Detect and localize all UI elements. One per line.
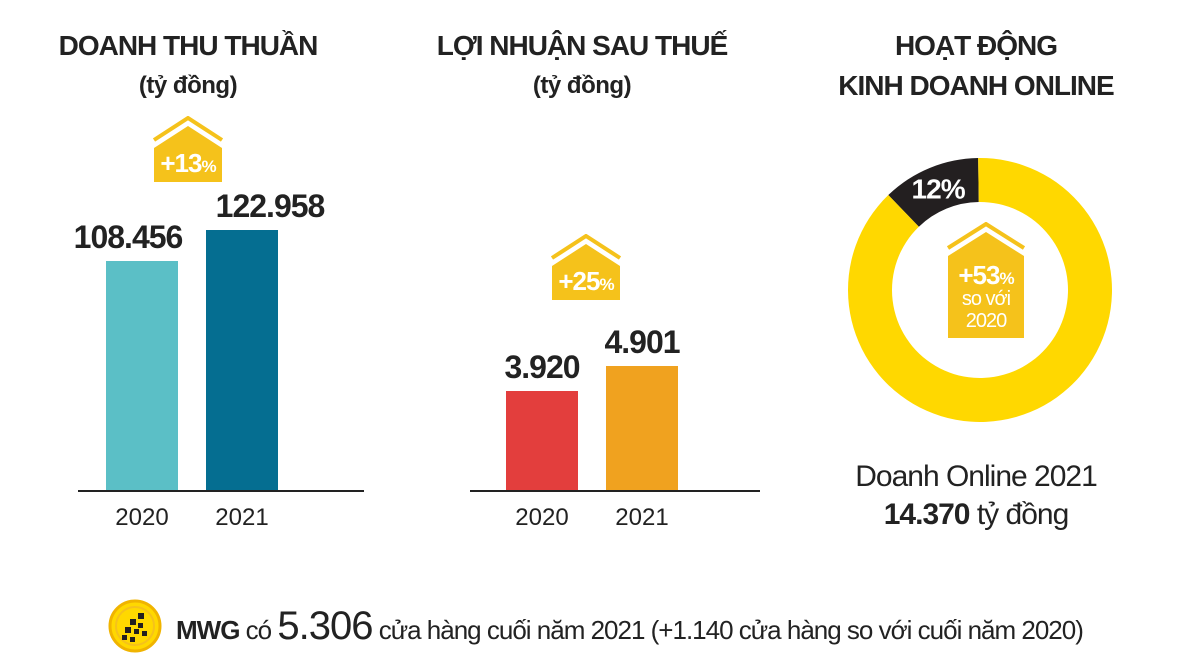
profit-bar-2021 — [606, 366, 678, 490]
online-title-line2: KINH DOANH ONLINE — [838, 70, 1114, 101]
profit-tick-2020: 2020 — [515, 504, 569, 531]
profit-growth-text: +25% — [558, 266, 614, 296]
revenue-growth-text: +13% — [160, 148, 216, 178]
online-growth-badge: +53% so với 2020 — [944, 221, 1028, 340]
donut-share-label: 12% — [912, 173, 966, 204]
donut-slice-share — [888, 158, 979, 227]
profit-axis-line — [470, 490, 760, 492]
footer-text-after: cửa hàng cuối năm 2021 (+1.140 cửa hàng … — [378, 614, 1084, 645]
revenue-growth-badge: +13% — [150, 115, 226, 184]
online-growth-note2: 2020 — [965, 310, 1008, 332]
profit-bar-2020 — [506, 390, 578, 490]
donut-slice-rest — [848, 158, 1112, 422]
online-growth-text: +53% — [958, 260, 1014, 290]
online-title-line1: HOẠT ĐỘNG — [894, 30, 1058, 61]
revenue-tick-2021: 2021 — [215, 504, 269, 531]
profit-growth-badge: +25% — [548, 233, 624, 302]
online-donut-chart: 12% — [848, 158, 1112, 422]
revenue-value-label-2020: 108.456 — [73, 218, 184, 255]
profit-value-label-2021: 4.901 — [604, 324, 680, 360]
house-badge-icon — [152, 115, 224, 182]
revenue-tick-2020: 2020 — [115, 504, 169, 531]
profit-unit: (tỷ đồng) — [532, 72, 632, 99]
profit-tick-2021: 2021 — [615, 504, 669, 531]
revenue-bar-2021 — [206, 230, 278, 490]
revenue-value-label-2021: 122.958 — [215, 188, 326, 224]
online-caption-line2: 14.370 tỷ đồng — [836, 498, 1116, 532]
footer-note: MWG có 5.306 cửa hàng cuối năm 2021 (+1.… — [108, 596, 1084, 656]
footer-text-before: có — [245, 614, 272, 645]
online-caption-value: 14.370 — [883, 498, 971, 531]
footer-text: MWG có 5.306 cửa hàng cuối năm 2021 (+1.… — [176, 603, 1084, 649]
profit-value-label-2020: 3.920 — [504, 348, 580, 385]
footer-store-count: 5.306 — [277, 603, 373, 648]
revenue-bar-2020 — [106, 260, 178, 490]
online-growth-note1: so với — [961, 288, 1011, 310]
revenue-unit: (tỷ đồng) — [138, 72, 238, 99]
mwg-logo-icon — [108, 599, 162, 653]
house-badge-icon — [946, 221, 1026, 338]
footer-brand: MWG — [176, 614, 240, 645]
online-caption-line1: Doanh Online 2021 — [855, 460, 1098, 493]
profit-title: LỢI NHUẬN SAU THUẾ — [436, 30, 729, 61]
online-caption-unit: tỷ đồng — [976, 498, 1069, 531]
revenue-title: DOANH THU THUẦN — [58, 30, 319, 61]
revenue-axis-line — [78, 490, 364, 492]
house-badge-icon — [550, 233, 622, 300]
